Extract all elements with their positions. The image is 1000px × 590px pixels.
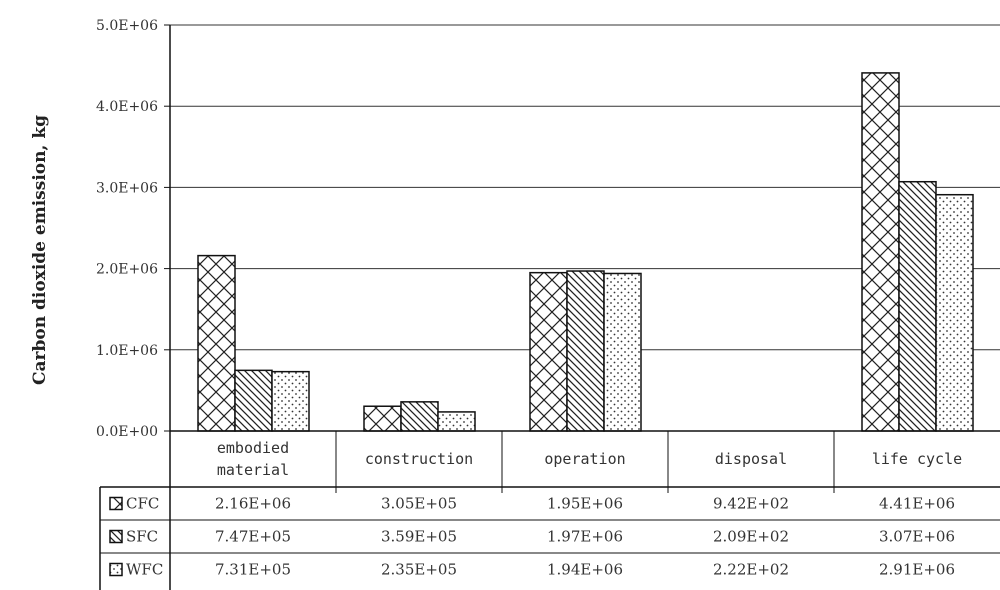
legend-label: SFC [126, 528, 158, 546]
y-tick-label: 3.0E+06 [96, 180, 158, 196]
bar-cfc [363, 405, 402, 432]
legend-key-sfc [109, 529, 123, 544]
legend-label: CFC [126, 495, 159, 513]
table-cell: 3.05E+05 [381, 495, 457, 513]
y-tick-label: 5.0E+06 [96, 18, 158, 34]
legend-label: WFC [126, 561, 163, 579]
table-cell: 3.59E+05 [381, 528, 457, 546]
y-tick-label: 1.0E+06 [96, 343, 158, 359]
bar-sfc [400, 401, 439, 432]
category-label: disposal [715, 450, 787, 468]
legend-key-wfc [109, 562, 123, 577]
table-cell: 3.07E+06 [879, 528, 955, 546]
bar-sfc [566, 270, 605, 432]
category-label: construction [365, 450, 473, 468]
bars [197, 72, 974, 432]
y-axis-label: Carbon dioxide emission, kg [30, 115, 50, 385]
axes [169, 25, 1000, 590]
y-tick-label: 2.0E+06 [96, 262, 158, 278]
table-cell: 2.22E+02 [713, 561, 789, 579]
legend-key-cfc [109, 496, 123, 511]
y-axis-ticks: 0.0E+00 1.0E+06 2.0E+06 3.0E+06 4.0E+06 5.0E+… [96, 18, 170, 440]
bar-sfc [898, 180, 937, 432]
y-tick-label: 4.0E+06 [96, 99, 158, 115]
table-cell: 7.31E+05 [215, 561, 291, 579]
category-label: operation [544, 450, 625, 468]
bar-wfc [271, 370, 310, 432]
bar-cfc [529, 271, 568, 432]
category-label: material [217, 461, 289, 479]
table-cell: 9.42E+02 [713, 495, 789, 513]
bar-sfc [234, 369, 273, 432]
category-label: life cycle [872, 450, 962, 468]
bar-wfc [603, 272, 642, 432]
table-cell: 7.47E+05 [215, 528, 291, 546]
table-cell: 2.16E+06 [215, 495, 291, 513]
bar-cfc [197, 254, 236, 432]
table-cell: 1.94E+06 [547, 561, 623, 579]
bar-cfc [861, 72, 900, 432]
bar-wfc [935, 193, 974, 432]
data-table: embodied material construction operation dis… [99, 431, 1000, 590]
table-cell: 4.41E+06 [879, 495, 955, 513]
table-cell: 2.91E+06 [879, 561, 955, 579]
table-cell: 2.35E+05 [381, 561, 457, 579]
table-cell: 1.95E+06 [547, 495, 623, 513]
bar-wfc [437, 411, 476, 432]
y-tick-label: 0.0E+00 [96, 424, 158, 440]
table-cell: 1.97E+06 [547, 528, 623, 546]
table-cell: 2.09E+02 [713, 528, 789, 546]
category-label: embodied [217, 439, 289, 457]
